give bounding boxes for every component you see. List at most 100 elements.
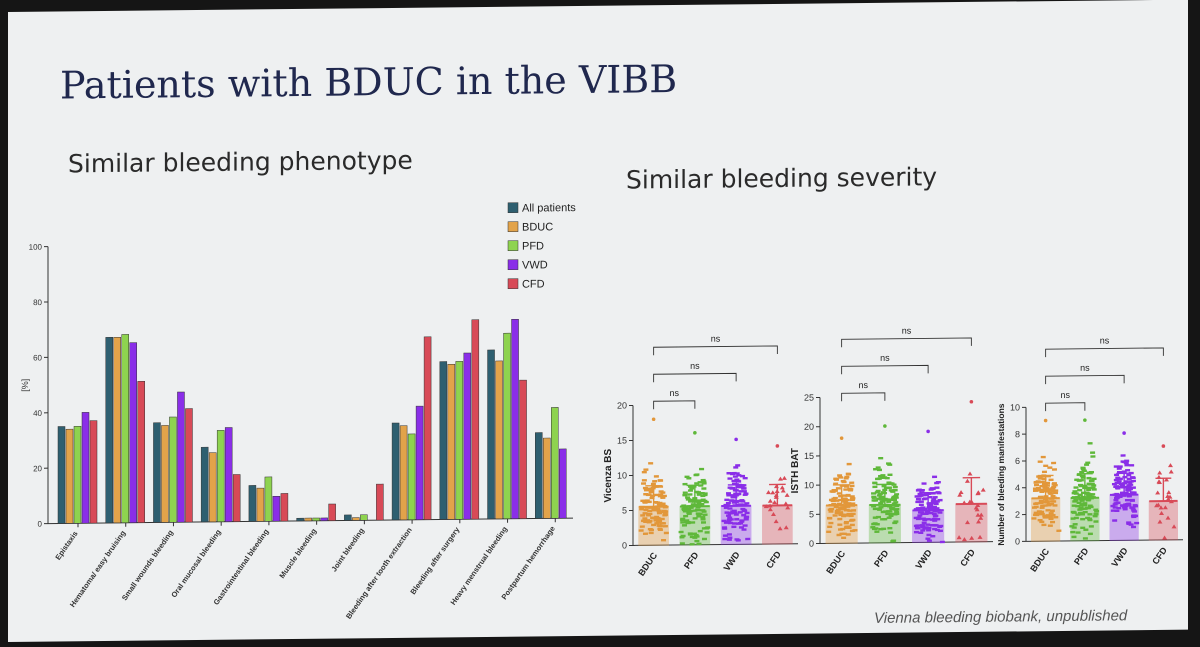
data-point <box>697 502 703 506</box>
data-point <box>1121 470 1127 473</box>
data-point <box>1041 470 1047 474</box>
bar <box>256 487 265 522</box>
bar <box>344 514 352 521</box>
data-point <box>687 489 693 492</box>
data-point <box>697 529 703 533</box>
data-point <box>847 509 853 512</box>
data-point <box>1050 494 1056 498</box>
bar <box>57 426 66 524</box>
bar <box>185 408 193 523</box>
data-point <box>873 499 879 502</box>
data-point <box>689 543 695 546</box>
data-point <box>1079 470 1085 474</box>
data-point <box>1128 523 1134 526</box>
comparison-bracket <box>841 337 972 348</box>
data-point <box>1090 493 1096 496</box>
data-point <box>1162 535 1168 540</box>
data-point <box>701 487 707 490</box>
data-point <box>694 535 700 538</box>
data-point <box>696 542 702 546</box>
max-point <box>969 399 974 404</box>
dot-x-tick-label: VWD <box>722 549 743 572</box>
data-point <box>742 524 748 527</box>
data-point <box>1037 477 1043 480</box>
bar <box>455 361 464 520</box>
data-point <box>1131 525 1137 529</box>
data-point <box>871 492 877 495</box>
data-point <box>694 473 700 476</box>
legend-label: VWD <box>522 259 548 271</box>
data-point <box>642 512 648 515</box>
data-point <box>894 493 900 496</box>
dot-y-tick-label: 0 <box>1015 536 1020 546</box>
data-point <box>1075 531 1081 534</box>
data-point <box>1043 464 1049 468</box>
data-point <box>652 480 658 483</box>
data-point <box>1114 509 1120 513</box>
data-point <box>894 510 900 514</box>
data-point <box>682 524 688 527</box>
data-point <box>643 492 649 496</box>
data-point <box>980 487 986 492</box>
dot-y-tick-label: 0 <box>622 541 627 551</box>
data-point <box>841 497 847 500</box>
data-point <box>1122 508 1128 511</box>
max-point <box>651 417 656 422</box>
data-point <box>841 532 847 536</box>
comparison-label: ns <box>1060 390 1070 400</box>
bar <box>360 514 368 521</box>
data-point <box>876 477 882 480</box>
data-point <box>1038 499 1044 503</box>
data-point <box>659 517 665 521</box>
data-point <box>1050 487 1056 490</box>
data-point <box>847 489 853 492</box>
data-point <box>828 510 834 513</box>
bar <box>121 334 129 524</box>
data-point <box>1070 530 1076 534</box>
bar-y-axis-label: [%] <box>20 379 30 392</box>
bar-y-tick-label: 100 <box>29 243 43 252</box>
data-point <box>643 468 649 471</box>
data-point <box>837 474 843 477</box>
data-point <box>656 509 662 513</box>
dot-bar <box>955 503 988 543</box>
data-point <box>660 510 666 514</box>
bar-x-tick-label: Oral mucosal bleeding <box>169 527 223 599</box>
data-point <box>832 514 838 517</box>
data-point <box>1072 523 1078 526</box>
comparison-bracket <box>1045 402 1086 412</box>
bar-y-tick-label: 40 <box>33 409 42 418</box>
data-point <box>722 537 728 541</box>
data-point <box>686 512 692 515</box>
data-point <box>695 491 701 494</box>
data-point <box>1112 503 1118 506</box>
bar-x-tick-label: Muscle bleeding <box>277 526 318 580</box>
data-point <box>1082 507 1088 510</box>
comparison-bracket <box>841 364 929 375</box>
data-point <box>891 495 897 499</box>
data-point <box>682 482 688 486</box>
data-point <box>1033 511 1039 515</box>
data-point <box>932 519 938 522</box>
data-point <box>850 497 856 501</box>
data-point <box>641 470 647 474</box>
data-point <box>843 477 849 480</box>
comparison-label: ns <box>690 361 700 371</box>
data-point <box>770 490 776 495</box>
data-point <box>654 501 660 504</box>
bar <box>81 412 90 524</box>
data-point <box>736 474 742 477</box>
data-point <box>1042 514 1048 518</box>
dot-y-tick-label: 5 <box>809 509 814 519</box>
data-point <box>837 523 843 526</box>
data-point <box>1050 520 1056 524</box>
bar <box>304 517 312 522</box>
data-point <box>1113 498 1119 502</box>
bar-x-tick-label: Epistaxis <box>53 529 79 561</box>
data-point <box>892 485 898 489</box>
data-point <box>1049 509 1055 512</box>
comparison-bracket <box>1045 347 1164 358</box>
data-point <box>781 475 787 480</box>
data-point <box>1163 477 1169 482</box>
